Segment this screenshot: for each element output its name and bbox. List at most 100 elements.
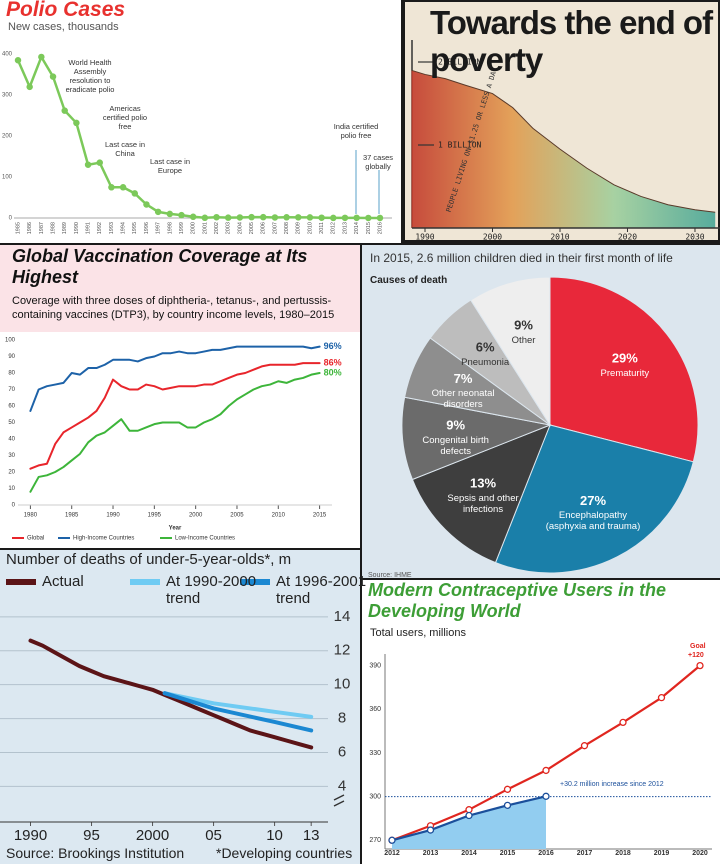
x-tick-label: 1988 xyxy=(50,222,56,234)
slice-label: Other neonatal disorders xyxy=(431,388,495,411)
x-tick-label: 05 xyxy=(205,827,222,844)
slice-label: Pneumonia xyxy=(461,356,510,368)
x-tick-label: 2000 xyxy=(189,513,203,519)
source: Source: Brookings Institution xyxy=(6,845,185,861)
line xyxy=(28,638,314,750)
x-tick-label: 2014 xyxy=(354,222,360,234)
x-tick-label: 1999 xyxy=(179,222,185,234)
x-tick-label: 2013 xyxy=(342,222,348,234)
slice-label: Other xyxy=(511,335,536,347)
pie-slice xyxy=(470,276,551,427)
legend-label: Low-Income Countries xyxy=(175,536,235,542)
y-tick-label: 270 xyxy=(369,837,381,844)
footnote: *Developing countries xyxy=(216,845,353,861)
point xyxy=(295,214,302,221)
point xyxy=(426,826,435,834)
y-tick-label: 300 xyxy=(2,93,13,99)
x-tick-label: 2014 xyxy=(461,850,477,857)
y-tick-label: 400 xyxy=(2,52,13,58)
slice-label: Congenital birth defects xyxy=(422,434,489,457)
point xyxy=(580,742,589,750)
point xyxy=(306,214,314,221)
point xyxy=(503,785,512,793)
slice-label: Prematurity xyxy=(600,367,650,379)
point xyxy=(108,184,115,191)
x-tick-label: 2018 xyxy=(615,850,631,857)
chart-title: Modern Contraceptive Users in the Develo… xyxy=(368,580,667,621)
pie-slice xyxy=(549,276,699,463)
y-tick-label: 0 xyxy=(9,216,13,222)
point xyxy=(131,190,139,197)
y-tick-label: 12 xyxy=(334,642,351,659)
x-tick-label: 2020 xyxy=(618,233,637,242)
x-tick-label: 2004 xyxy=(237,222,243,234)
point xyxy=(166,210,174,218)
x-tick-label: 2002 xyxy=(214,222,220,234)
x-tick-label: 1989 xyxy=(62,222,68,234)
area-outline xyxy=(411,69,716,213)
x-tick-label: 10 xyxy=(266,827,283,844)
line xyxy=(29,345,321,412)
point xyxy=(96,159,103,166)
chart-title: Towards the end of poverty xyxy=(430,4,713,78)
x-tick-label: 2003 xyxy=(226,222,232,234)
slice-value-label: 7% xyxy=(454,371,473,386)
axis-break xyxy=(333,794,345,807)
x-tick-label: 2006 xyxy=(261,222,267,234)
slice-value-label: 29% xyxy=(612,350,638,365)
x-tick-label: 1991 xyxy=(86,222,92,234)
x-tick-label: 1996 xyxy=(144,222,150,234)
x-tick-label: 2000 xyxy=(136,827,169,844)
legend-label: Actual xyxy=(42,573,84,590)
annotation: India certified polio free xyxy=(333,122,379,140)
x-tick-label: 2010 xyxy=(272,513,286,519)
y-tick-label: 300 xyxy=(369,793,381,800)
x-tick-label: 2015 xyxy=(500,850,516,857)
x-tick-label: 2016 xyxy=(377,222,383,234)
x-tick-label: 2015 xyxy=(366,222,372,234)
point xyxy=(119,184,127,191)
x-axis-label: Year xyxy=(169,526,182,532)
y-tick-label: 4 xyxy=(338,777,346,794)
area xyxy=(392,796,546,849)
point xyxy=(271,214,279,221)
plot-area xyxy=(0,332,360,548)
point xyxy=(143,201,150,208)
point xyxy=(178,211,185,219)
y-tick-label: 60 xyxy=(8,404,15,410)
annotation: +30.2 million increase since 2012 xyxy=(560,781,664,788)
x-tick-label: 1990 xyxy=(74,222,80,234)
y-tick-label: 10 xyxy=(334,676,351,693)
slice-value-label: 13% xyxy=(470,475,496,490)
y-tick-label: 0 xyxy=(12,503,16,509)
point xyxy=(318,214,325,221)
x-tick-label: 2005 xyxy=(249,222,255,234)
x-tick-label: 2010 xyxy=(307,222,313,234)
point xyxy=(259,213,267,221)
x-tick-label: 2009 xyxy=(296,222,302,234)
slice-value-label: 27% xyxy=(580,493,606,508)
x-tick-label: 1990 xyxy=(106,513,120,519)
x-tick-label: 1985 xyxy=(15,222,21,234)
x-tick-label: 2005 xyxy=(230,513,244,519)
y-tick-label: 8 xyxy=(338,710,346,727)
x-tick-label: 1990 xyxy=(415,233,434,242)
y-tick-label: 200 xyxy=(2,134,13,140)
pie-slice xyxy=(494,424,694,574)
point xyxy=(84,161,92,168)
point xyxy=(26,83,33,91)
slice-value-label: 6% xyxy=(476,339,495,354)
x-tick-label: 1980 xyxy=(24,513,38,519)
point xyxy=(353,214,360,222)
y-tick-label: 360 xyxy=(369,706,381,713)
y-tick-label: 20 xyxy=(8,470,15,476)
x-tick-label: 2012 xyxy=(331,222,337,234)
chart-title: Global Vaccination Coverage at Its Highe… xyxy=(12,246,308,287)
x-tick-label: 1993 xyxy=(109,222,115,234)
point xyxy=(189,213,197,221)
x-tick-label: 2008 xyxy=(284,222,290,234)
x-tick-label: 2001 xyxy=(202,222,208,234)
point xyxy=(248,213,255,221)
